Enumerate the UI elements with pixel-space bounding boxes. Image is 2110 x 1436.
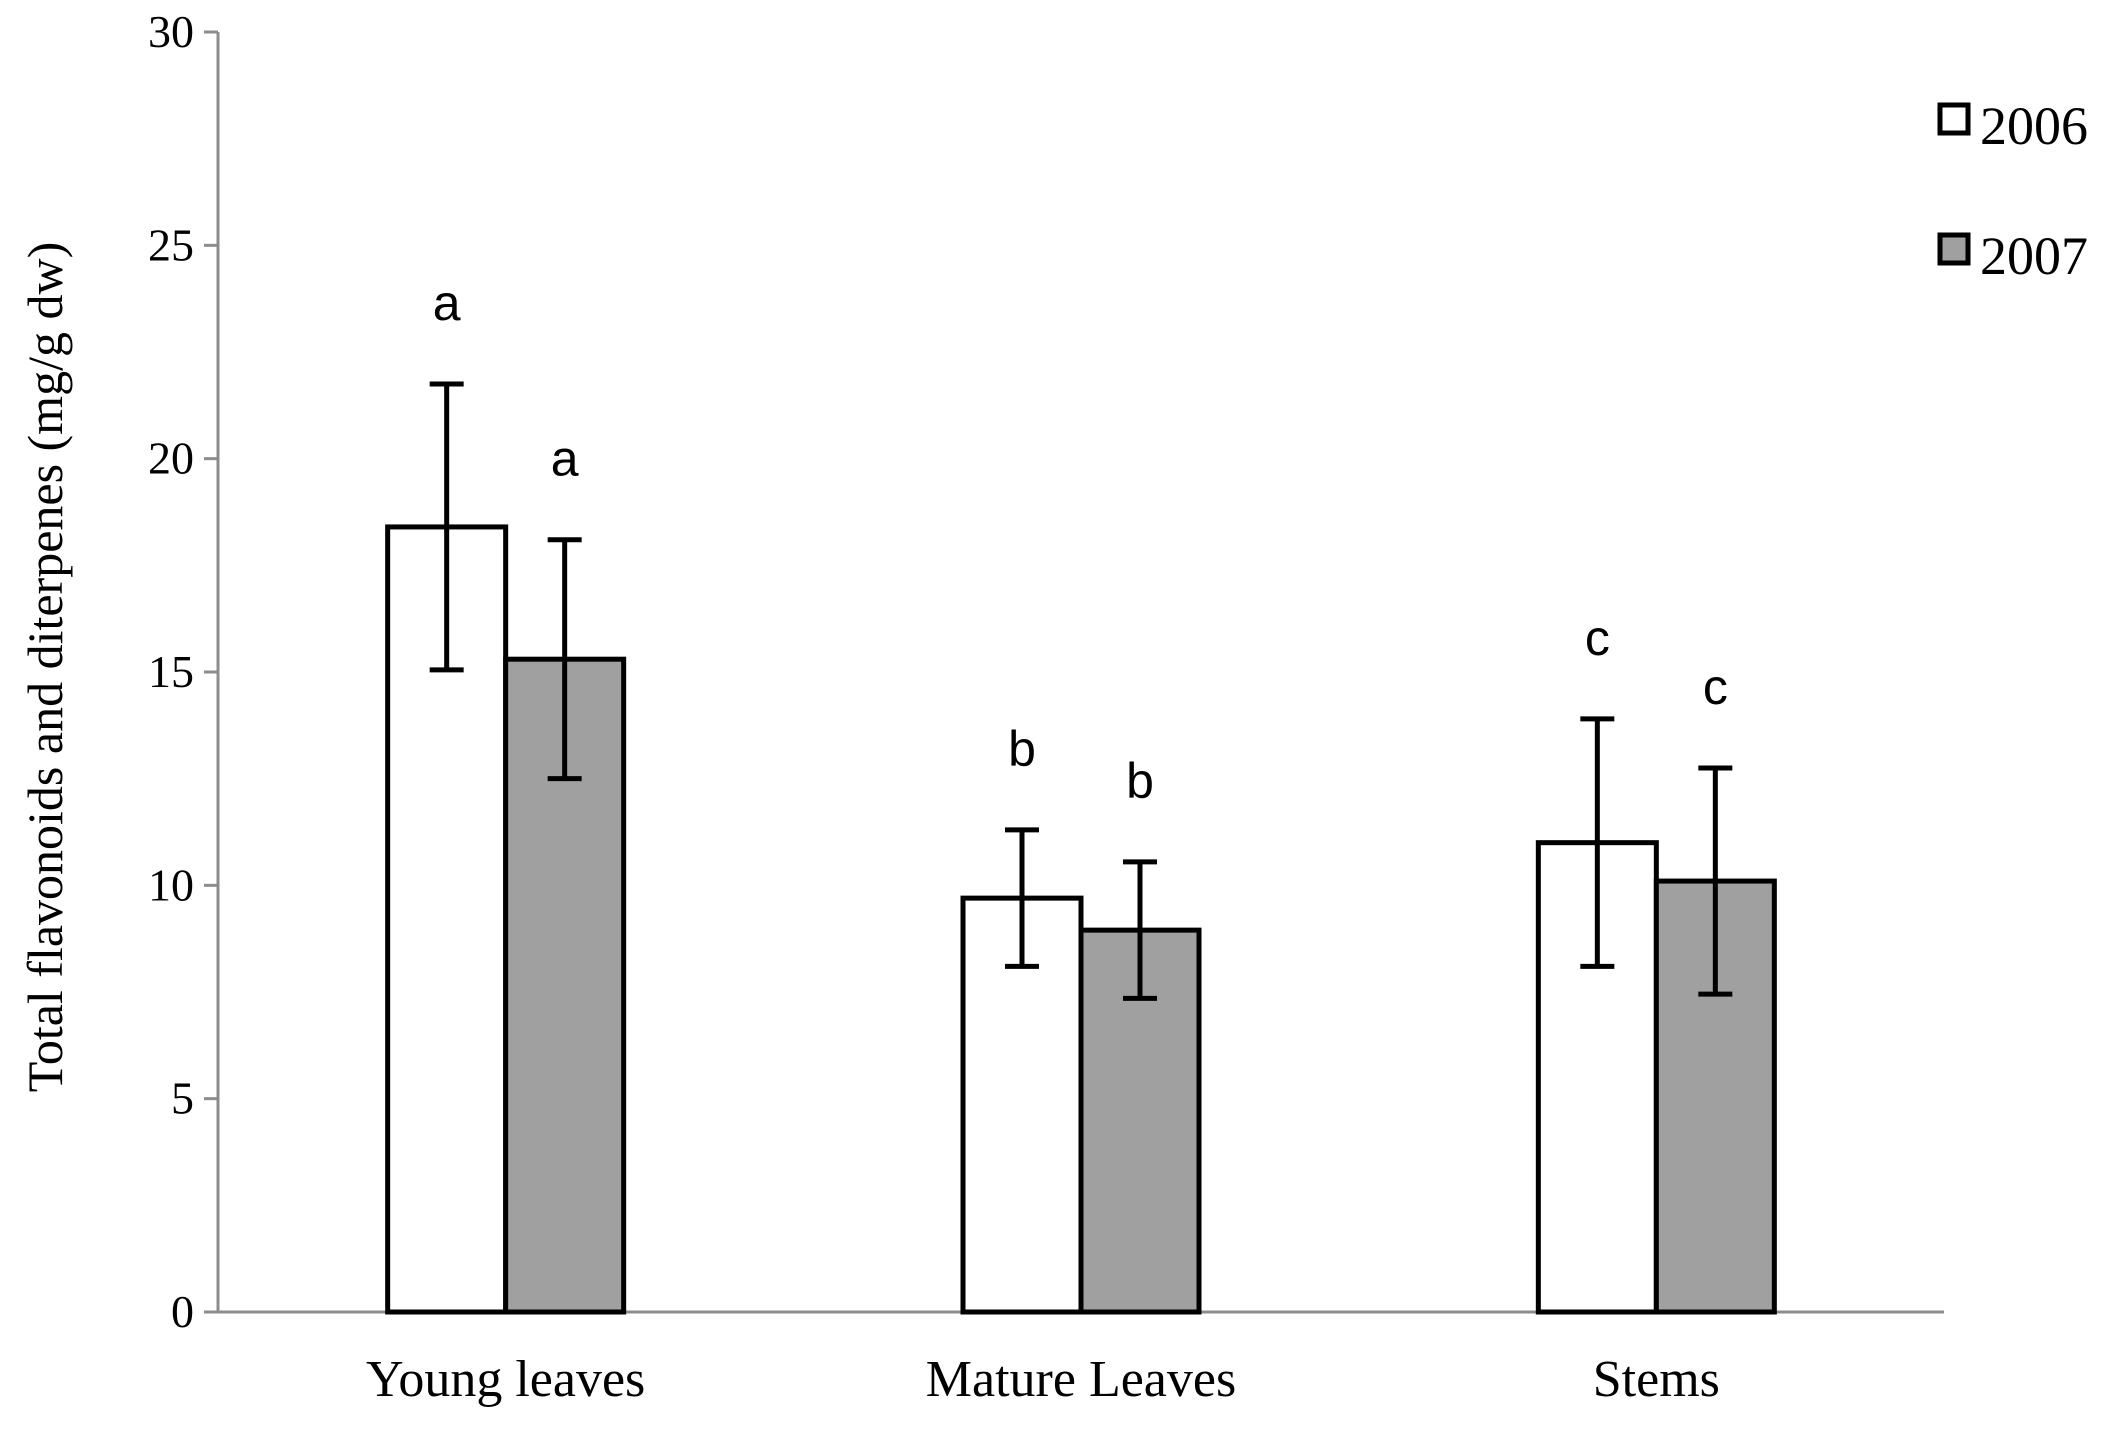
y-axis-title: Total flavonoids and diterpenes (mg/g dw… [17, 242, 73, 1092]
significance-letter: b [1126, 753, 1154, 809]
x-tick-label: Young leaves [366, 1351, 645, 1408]
legend-swatch-2006 [1937, 102, 1971, 136]
legend-label: 2007 [1980, 226, 2088, 286]
significance-letter: a [433, 275, 461, 331]
bars-layer [385, 381, 1777, 1315]
significance-letter: c [1703, 659, 1728, 715]
significance-letter: a [551, 431, 579, 487]
y-tick-label: 5 [171, 1073, 194, 1124]
labels-layer: Young leaves Mature Leaves Stems a b c a b c [366, 275, 1728, 1408]
legend: 2006 2007 [1937, 96, 2088, 286]
y-tick-label: 15 [148, 646, 194, 697]
legend-label: 2006 [1980, 96, 2088, 156]
y-tick-label: 10 [148, 859, 194, 910]
x-tick-label: Stems [1593, 1351, 1720, 1408]
legend-swatch-2007 [1937, 232, 1971, 266]
significance-letter: b [1008, 721, 1036, 777]
y-tick-label: 0 [171, 1286, 194, 1337]
x-tick-label: Mature Leaves [926, 1351, 1236, 1408]
y-tick-label: 25 [148, 219, 194, 270]
y-tick-label: 30 [148, 6, 194, 57]
significance-letter: c [1585, 610, 1610, 666]
y-tick-label: 20 [148, 433, 194, 484]
